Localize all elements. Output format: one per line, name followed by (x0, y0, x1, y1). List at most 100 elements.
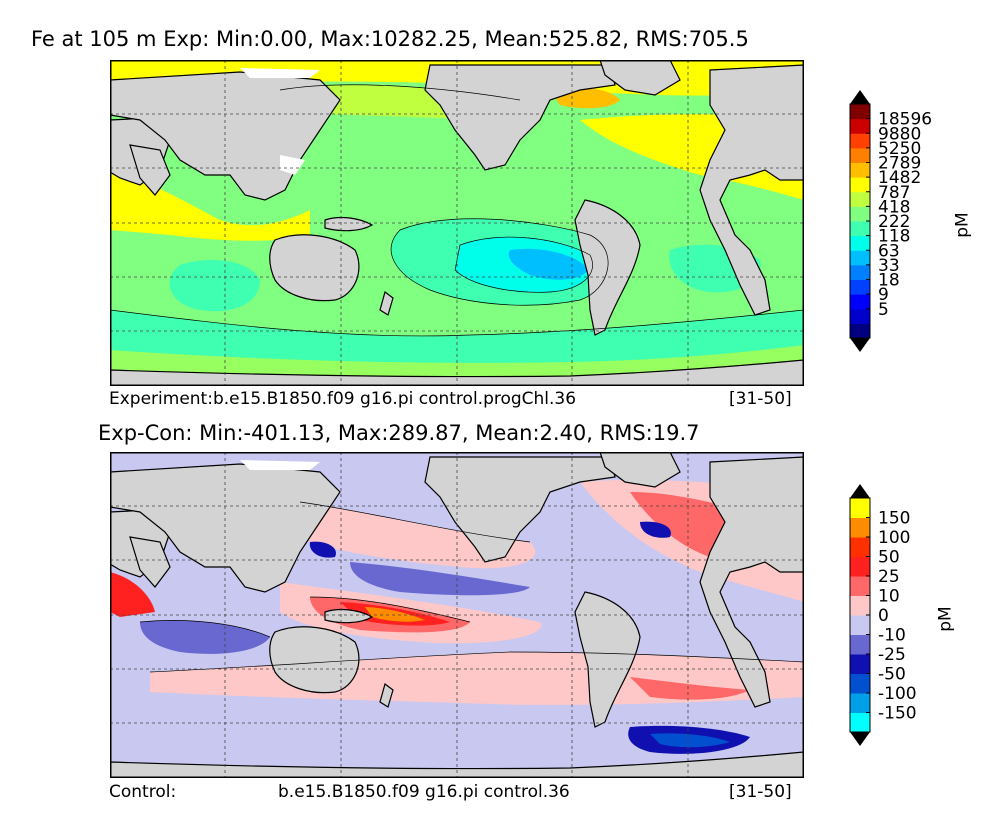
bottom-colorbar-segment (850, 693, 870, 713)
top-colorbar-tick-label: 118 (878, 227, 910, 247)
bottom-colorbar-segment (850, 673, 870, 694)
japan-blue (309, 541, 336, 558)
top-colorbar-tick-label: 18596 (878, 110, 932, 130)
top-colorbar-tick-label: 1482 (878, 168, 921, 188)
bottom-colorbar-tick-label: -150 (878, 704, 917, 724)
top-colorbar-segment (850, 308, 870, 324)
bottom-colorbar-segment (850, 517, 870, 538)
bottom-colorbar-segment (850, 615, 870, 635)
bottom-colorbar-segment (850, 634, 870, 655)
indian-ocean-patch (169, 260, 260, 312)
bottom-colorbar-unit: pM (935, 606, 956, 632)
land-australia (269, 234, 360, 302)
land-new-guinea (324, 216, 374, 232)
gulf-stream-blue (640, 521, 671, 538)
south-atlantic-red (630, 677, 750, 700)
arctic-ice (240, 68, 320, 78)
land-south-america (574, 591, 641, 728)
top-colorbar-segment (850, 104, 870, 120)
top-colorbar-segment (850, 235, 870, 251)
land-antarctica (110, 751, 804, 778)
bottom-colorbar-tick-label: 10 (878, 587, 900, 607)
land-india (129, 144, 171, 196)
bottom-map (110, 452, 804, 778)
top-colorbar: 1859698805250278914827874182221186333189… (849, 90, 932, 352)
weddell-core (650, 733, 730, 748)
land-australia (269, 626, 360, 694)
top-colorbar-tick-label: 787 (878, 183, 910, 203)
land-north-america (424, 456, 616, 563)
bottom-colorbar-tick-label: 25 (878, 567, 900, 587)
bottom-caption-center: b.e15.B1850.f09 g16.pi control.36 (278, 782, 570, 802)
top-colorbar-tick-label: 418 (878, 197, 910, 217)
land-new-zealand (379, 290, 394, 316)
top-colorbar-segment (850, 133, 870, 149)
top-colorbar-min-arrow (850, 338, 870, 352)
top-colorbar-tick-label: 5 (878, 300, 889, 320)
bottom-colorbar-tick-label: 100 (878, 528, 910, 548)
bottom-caption-right: [31-50] (729, 782, 792, 802)
bottom-colorbar-tick-label: -100 (878, 684, 917, 704)
bottom-colorbar-tick-label: 50 (878, 548, 900, 568)
top-chart-title: Fe at 105 m Exp: Min:0.00, Max:10282.25,… (31, 27, 749, 51)
top-colorbar-tick-label: 33 (878, 256, 900, 276)
tropical-pacific-blue (350, 562, 530, 596)
top-colorbar-segment (850, 264, 870, 280)
top-colorbar-segment (850, 221, 870, 237)
land-new-zealand (379, 682, 394, 708)
bottom-colorbar-segment (850, 537, 870, 557)
okhotsk-ice (280, 155, 305, 175)
top-map (110, 60, 804, 386)
top-colorbar-tick-label: 63 (878, 241, 900, 261)
top-colorbar-segment (850, 294, 870, 310)
top-colorbar-tick-label: 5250 (878, 139, 921, 159)
bottom-colorbar-tick-label: -10 (878, 626, 906, 646)
top-colorbar-segment (850, 147, 870, 163)
top-colorbar-unit: pM (952, 212, 973, 238)
land-greenland (599, 60, 681, 96)
top-colorbar-segment (850, 323, 870, 339)
land-asia (110, 463, 341, 593)
bottom-colorbar-max-arrow (850, 484, 870, 498)
bottom-caption-left: Control: (109, 782, 177, 802)
land-new-guinea (324, 608, 374, 624)
top-caption-right: [31-50] (729, 389, 792, 409)
bottom-colorbar-tick-label: 0 (878, 606, 889, 626)
bottom-colorbar-tick-label: -50 (878, 665, 906, 685)
top-colorbar-tick-label: 9 (878, 285, 889, 305)
indian-ocean-blue (140, 620, 270, 654)
land-europe-africa (699, 64, 804, 316)
top-colorbar-tick-label: 9880 (878, 124, 921, 144)
top-colorbar-segment (850, 162, 870, 178)
bottom-colorbar-segment (850, 498, 870, 518)
bottom-colorbar-tick-label: 150 (878, 509, 910, 529)
top-colorbar-segment (850, 279, 870, 295)
top-caption-left: Experiment:b.e15.B1850.f09 g16.pi contro… (109, 389, 577, 409)
bottom-colorbar-segment (850, 712, 870, 733)
top-colorbar-segment (850, 191, 870, 207)
top-colorbar-segment (850, 177, 870, 193)
land-greenland (599, 452, 681, 488)
equatorial-max (365, 607, 425, 622)
top-colorbar-tick-label: 222 (878, 212, 910, 232)
land-europe-africa (699, 456, 804, 708)
bottom-colorbar-tick-label: -25 (878, 645, 906, 665)
bottom-colorbar-segment (850, 654, 870, 674)
land-antarctica (110, 359, 804, 386)
bottom-colorbar-segment (850, 556, 870, 577)
land-india (129, 536, 171, 588)
arctic-ice (240, 460, 320, 470)
bottom-colorbar-segment (850, 576, 870, 596)
top-colorbar-max-arrow (850, 90, 870, 104)
top-colorbar-segment (850, 206, 870, 222)
north-pacific-pink (300, 502, 536, 569)
bottom-colorbar-min-arrow (850, 732, 870, 746)
land-north-america (424, 64, 616, 171)
top-colorbar-tick-label: 18 (878, 271, 900, 291)
top-colorbar-segment (850, 250, 870, 266)
top-colorbar-tick-label: 2789 (878, 154, 921, 174)
west-indian-red (110, 572, 155, 617)
bottom-colorbar-segment (850, 595, 870, 616)
bottom-chart-title: Exp-Con: Min:-401.13, Max:289.87, Mean:2… (98, 421, 700, 445)
